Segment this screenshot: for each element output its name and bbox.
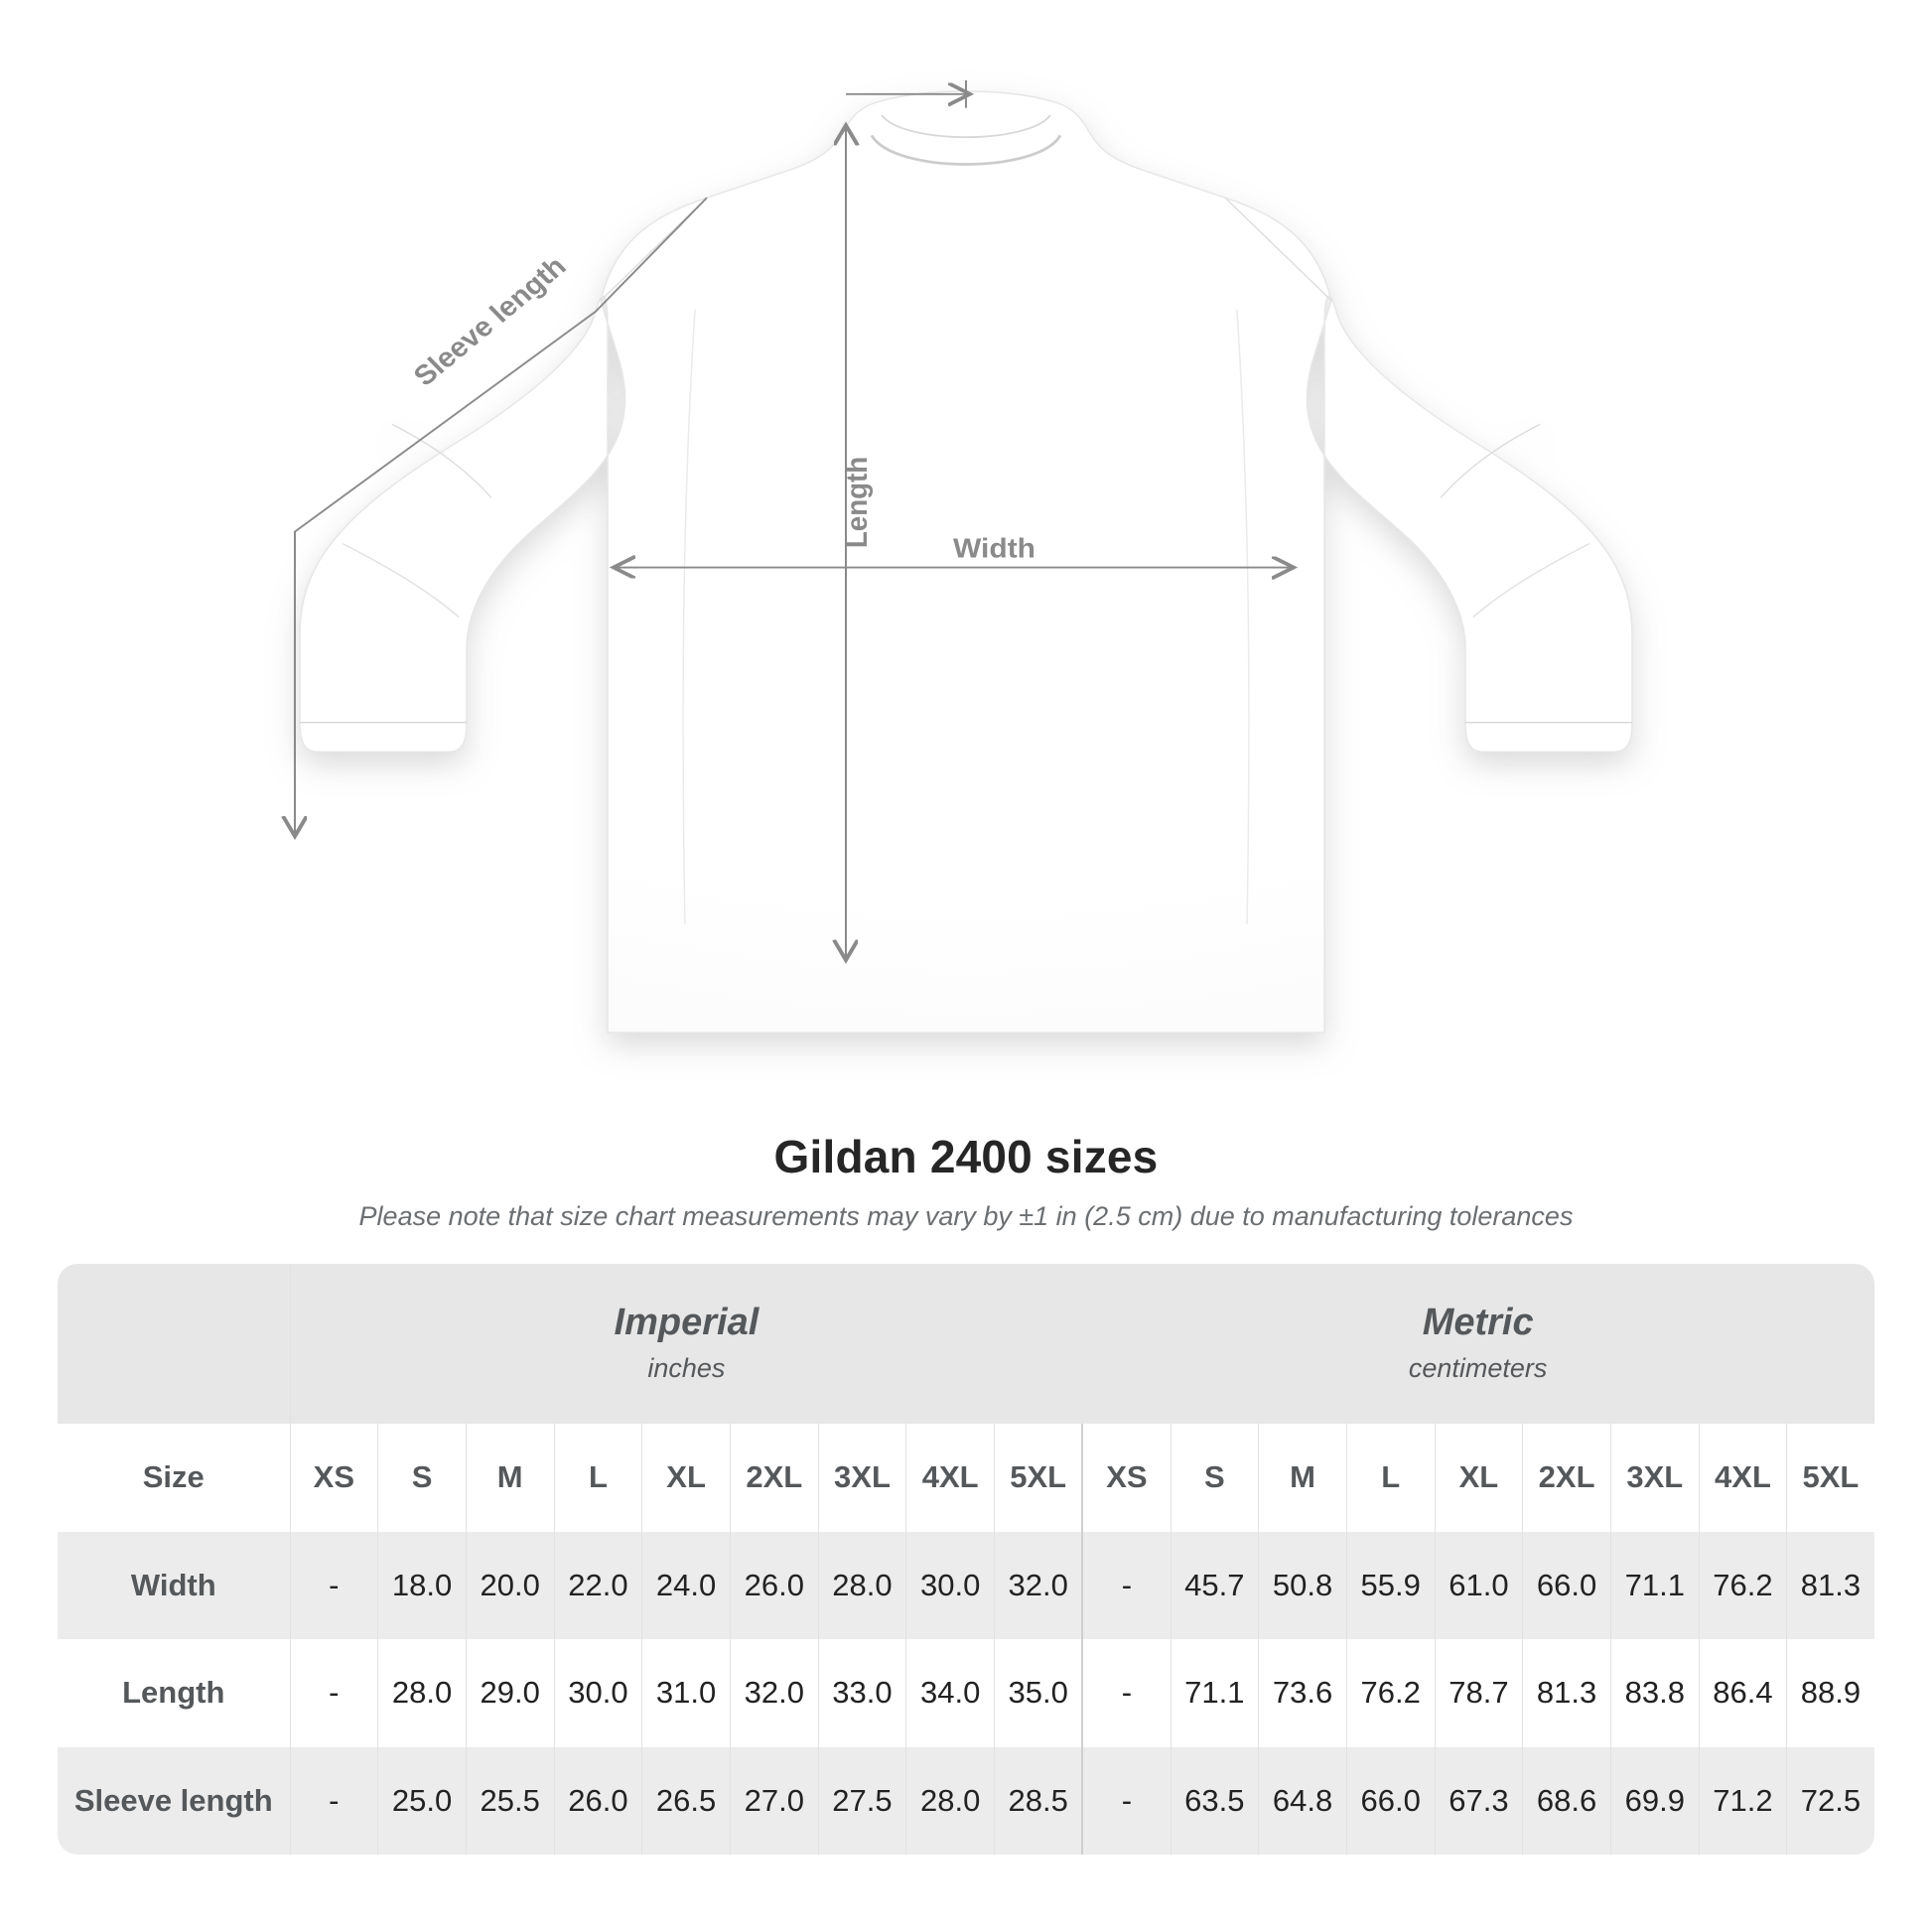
- svg-text:Length: Length: [841, 457, 874, 548]
- svg-text:Width: Width: [953, 533, 1035, 564]
- svg-text:Sleeve length: Sleeve length: [408, 251, 573, 392]
